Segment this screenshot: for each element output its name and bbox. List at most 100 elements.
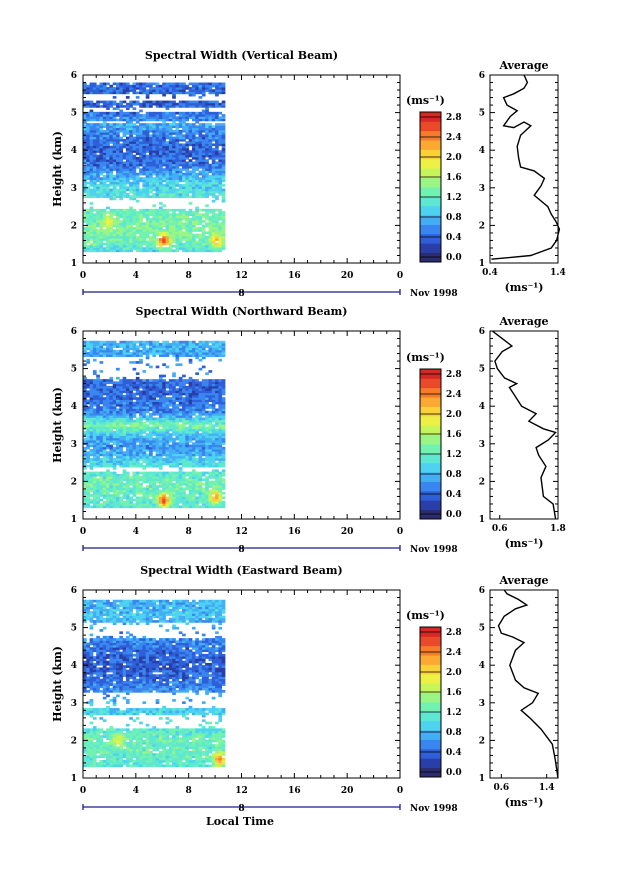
heatmap-cell (195, 401, 199, 405)
heatmap-cell (86, 358, 90, 362)
heatmap-cell (83, 494, 87, 497)
heatmap-cell (96, 381, 100, 385)
heatmap-cell (205, 152, 209, 156)
heatmap-cell (83, 385, 87, 389)
heatmap-cell (182, 462, 186, 466)
heatmap-cell (83, 211, 87, 214)
heatmap-cell (135, 453, 140, 457)
heatmap-cell (139, 444, 143, 448)
heatmap-cell (221, 195, 226, 198)
heatmap-cell (129, 186, 133, 189)
heatmap-cell (122, 123, 127, 126)
heatmap-cell (205, 235, 209, 239)
heatmap-cell (96, 141, 100, 144)
heatmap-cell (158, 181, 163, 185)
heatmap-cell (145, 440, 150, 443)
heatmap-cell (106, 179, 110, 183)
heatmap-cell (172, 385, 176, 389)
heatmap-cell (125, 464, 130, 468)
heatmap-cell (89, 172, 94, 176)
heatmap-cell (205, 89, 209, 92)
heatmap-cell (109, 141, 114, 144)
heatmap-cell (158, 177, 163, 180)
heatmap-cell (208, 220, 213, 223)
heatmap-cell (125, 163, 130, 167)
heatmap-cell (178, 105, 183, 108)
heatmap-cell (102, 111, 107, 115)
heatmap-cell (119, 412, 124, 416)
heatmap-cell (182, 231, 186, 235)
heatmap-cell (165, 143, 170, 147)
heatmap-cell (149, 381, 153, 385)
heatmap-cell (162, 482, 166, 486)
heatmap-cell (96, 349, 100, 353)
heatmap-cell (96, 233, 100, 237)
heatmap-cell (168, 100, 173, 104)
heatmap-cell (132, 226, 137, 230)
heatmap-cell (129, 354, 133, 357)
heatmap-cell (215, 177, 219, 180)
heatmap-cell (191, 421, 196, 425)
heatmap-cell (168, 123, 173, 126)
heatmap-cell (125, 440, 130, 443)
heatmap-cell (162, 125, 166, 129)
heatmap-cell (89, 150, 94, 153)
heatmap-cell (155, 462, 160, 466)
heatmap-cell (195, 482, 199, 486)
heatmap-cell (129, 102, 133, 106)
heatmap-cell (191, 451, 196, 454)
heatmap-cell (99, 399, 104, 403)
heatmap-cell (198, 181, 203, 185)
heatmap-cell (119, 455, 124, 459)
heatmap-cell (208, 91, 213, 95)
heatmap-cell (182, 116, 186, 120)
colorbar-segment (420, 196, 441, 207)
heatmap-cell (218, 165, 223, 169)
heatmap-cell (149, 388, 153, 391)
heatmap-cell (142, 82, 147, 86)
heatmap-cell (135, 152, 140, 156)
heatmap-cell (195, 175, 199, 178)
heatmap-cell (122, 455, 127, 459)
heatmap-cell (165, 159, 170, 162)
heatmap-cell (201, 170, 206, 174)
heatmap-cell (221, 123, 226, 126)
heatmap-cell (119, 349, 124, 353)
heatmap-cell (188, 361, 193, 364)
heatmap-cell (145, 487, 150, 491)
heatmap-cell (135, 352, 140, 355)
heatmap-cell (182, 127, 186, 131)
heatmap-cell (198, 190, 203, 194)
heatmap-cell (112, 132, 117, 135)
heatmap-cell (218, 226, 223, 230)
heatmap-cell (145, 480, 150, 484)
heatmap-cell (158, 195, 163, 198)
heatmap-cell (152, 431, 157, 434)
heatmap-cell (102, 129, 107, 133)
heatmap-cell (112, 417, 117, 421)
heatmap-cell (112, 496, 117, 500)
heatmap-cell (89, 428, 94, 432)
heatmap-cell (165, 105, 170, 108)
heatmap-cell (198, 186, 203, 189)
heatmap-cell (92, 417, 97, 421)
heatmap-cell (168, 491, 173, 495)
heatmap-cell (195, 89, 199, 92)
heatmap-cell (92, 453, 97, 457)
heatmap-cell (172, 397, 176, 400)
heatmap-cell (208, 177, 213, 180)
heatmap-cell (182, 238, 186, 241)
heatmap-cell (83, 449, 87, 452)
heatmap-cell (122, 354, 127, 357)
heatmap-cell (106, 156, 110, 160)
heatmap-cell (175, 156, 180, 160)
heatmap-cell (201, 138, 206, 142)
heatmap-cell (145, 134, 150, 138)
heatmap-cell (86, 181, 90, 185)
heatmap-cell (89, 233, 94, 237)
heatmap-cell (155, 480, 160, 484)
heatmap-cell (125, 500, 130, 504)
heatmap-cell (89, 433, 94, 436)
heatmap-cell (201, 118, 206, 122)
heatmap-cell (152, 233, 157, 237)
